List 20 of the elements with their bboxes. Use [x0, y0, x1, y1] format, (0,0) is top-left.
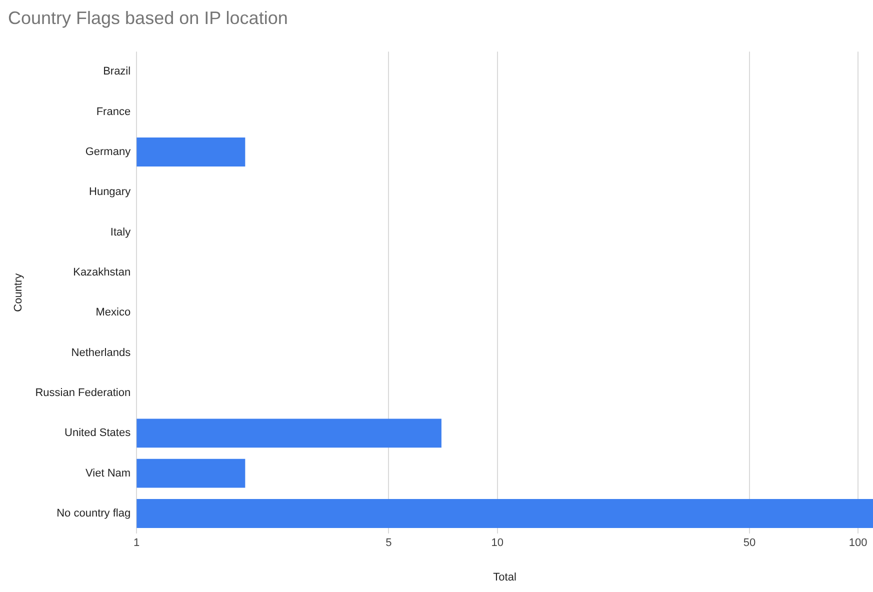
y-tick-label: France [96, 106, 131, 118]
y-tick-label: Russian Federation [35, 387, 131, 400]
y-tick-label: No country flag [56, 508, 131, 520]
chart-title: Country Flags based on IP location [8, 8, 288, 28]
y-tick-label: United States [64, 427, 132, 440]
x-tick-label: 5 [386, 537, 392, 550]
y-tick-label: Italy [110, 226, 132, 238]
y-tick-label: Viet Nam [86, 467, 131, 480]
y-tick-label: Germany [85, 146, 132, 158]
x-tick-label: 1 [134, 537, 140, 550]
x-tick-label: 50 [743, 537, 756, 550]
y-tick-label: Kazakhstan [73, 266, 131, 279]
y-tick-label: Mexico [96, 306, 131, 319]
y-tick-label: Hungary [89, 186, 132, 198]
y-tick-label: Brazil [103, 66, 131, 78]
y-axis-title: Country [12, 272, 25, 312]
x-axis-title: Total [493, 571, 516, 584]
y-tick-label: Netherlands [71, 346, 132, 359]
x-tick-label: 10 [491, 537, 504, 550]
x-tick-label: 100 [848, 537, 868, 550]
